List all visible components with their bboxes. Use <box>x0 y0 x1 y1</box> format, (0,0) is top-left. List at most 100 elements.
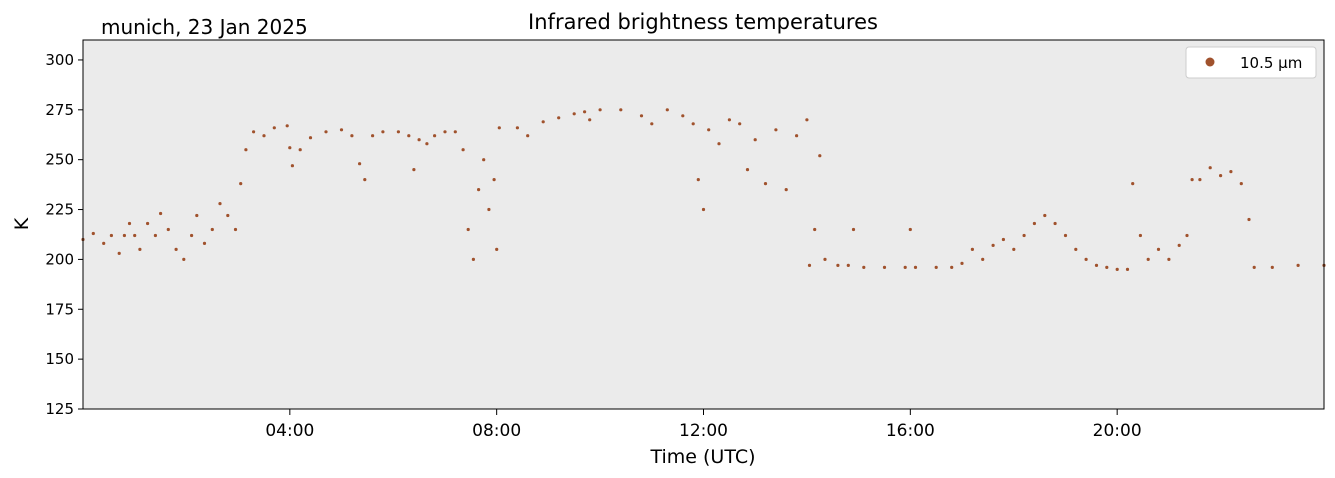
data-point <box>1296 263 1300 267</box>
data-point <box>903 265 907 269</box>
y-axis-label: K <box>11 217 33 230</box>
x-tick-label: 12:00 <box>679 421 728 441</box>
data-point <box>1074 247 1078 251</box>
data-point <box>190 233 194 238</box>
y-axis: 125 150 175 200 225 250 275 300 <box>45 51 83 418</box>
data-point <box>226 213 230 218</box>
data-point <box>1084 257 1088 261</box>
data-point <box>102 241 106 245</box>
data-point <box>285 124 289 128</box>
data-point <box>412 168 416 172</box>
chart-subtitle: munich, 23 Jan 2025 <box>101 15 308 39</box>
data-point <box>492 178 496 182</box>
data-point <box>763 182 768 186</box>
data-point <box>1094 263 1099 267</box>
data-point <box>233 227 238 232</box>
y-tick-label: 200 <box>45 250 74 268</box>
y-tick-label: 175 <box>45 300 74 318</box>
data-point <box>908 227 912 232</box>
data-point <box>308 136 313 140</box>
data-point <box>960 261 964 265</box>
data-point <box>482 158 486 162</box>
data-point <box>396 130 400 134</box>
data-point <box>218 202 222 206</box>
data-point <box>461 148 465 152</box>
data-point <box>1001 237 1006 242</box>
data-point <box>146 221 150 226</box>
data-point <box>1190 178 1194 182</box>
legend-marker <box>1205 57 1215 67</box>
data-point <box>298 148 302 152</box>
data-point <box>1185 233 1189 238</box>
data-point <box>1105 265 1109 269</box>
data-point <box>433 134 437 138</box>
data-point <box>350 134 354 138</box>
data-point <box>1115 267 1119 271</box>
data-point <box>153 233 157 238</box>
data-point <box>784 188 788 192</box>
data-point <box>572 112 576 116</box>
data-point <box>882 265 887 269</box>
x-axis-label: Time (UTC) <box>649 446 755 468</box>
x-tick-label: 16:00 <box>886 421 935 441</box>
data-point <box>471 257 475 261</box>
data-point <box>497 126 501 130</box>
data-point <box>1032 221 1036 226</box>
data-point <box>727 118 732 122</box>
data-point <box>774 128 778 132</box>
data-point <box>665 108 669 112</box>
data-point <box>1131 182 1135 186</box>
data-point <box>202 241 207 245</box>
data-point <box>1198 178 1202 182</box>
data-point <box>807 263 812 267</box>
data-point <box>1219 174 1223 178</box>
data-point <box>127 221 132 226</box>
data-point <box>358 162 362 166</box>
data-point <box>913 265 918 269</box>
y-tick-label: 250 <box>45 151 74 169</box>
data-points <box>81 108 1326 271</box>
data-point <box>691 122 695 126</box>
data-point <box>851 227 856 232</box>
data-point <box>701 207 706 212</box>
data-point <box>991 243 995 247</box>
data-point <box>818 154 822 158</box>
legend-label: 10.5 µm <box>1240 54 1302 72</box>
data-point <box>122 233 126 238</box>
data-point <box>650 122 654 126</box>
data-point <box>795 134 799 138</box>
data-point <box>1053 221 1057 226</box>
x-tick-label: 08:00 <box>472 421 521 441</box>
data-point <box>210 227 214 232</box>
data-point <box>290 164 294 168</box>
data-point <box>813 227 817 232</box>
data-point <box>174 247 178 251</box>
data-point <box>381 130 385 134</box>
data-point <box>823 257 827 261</box>
data-point <box>239 182 243 186</box>
data-point <box>970 247 975 251</box>
data-point <box>262 134 266 138</box>
data-point <box>138 247 142 251</box>
data-point <box>133 233 137 238</box>
y-tick-label: 300 <box>45 51 74 69</box>
data-point <box>195 213 199 218</box>
data-point <box>696 178 700 182</box>
data-point <box>324 130 328 134</box>
data-point <box>862 265 866 269</box>
data-point <box>363 178 367 182</box>
y-tick-label: 225 <box>45 201 74 219</box>
data-point <box>1043 213 1047 218</box>
data-point <box>541 120 545 124</box>
data-point <box>557 116 561 120</box>
data-point <box>1252 265 1256 269</box>
data-point <box>846 263 850 267</box>
data-point <box>288 146 292 150</box>
data-point <box>91 231 95 236</box>
data-point <box>1270 265 1274 269</box>
data-point <box>1247 217 1251 222</box>
data-point <box>487 207 491 212</box>
data-point <box>1229 170 1233 174</box>
data-point <box>166 227 170 232</box>
data-point <box>1239 182 1243 186</box>
